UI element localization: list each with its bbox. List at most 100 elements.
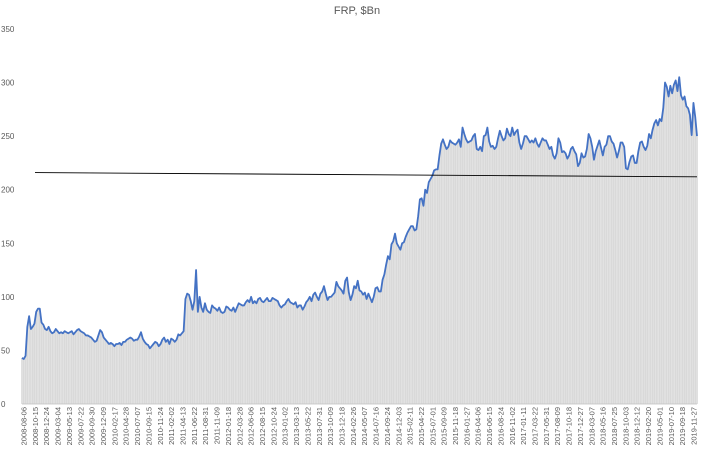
area-bar [534, 138, 537, 405]
area-bar [381, 279, 384, 404]
area-bar [369, 297, 371, 404]
area-bar [300, 305, 302, 404]
chart-title: FRP, $Bn [334, 5, 380, 17]
area-bar [248, 302, 251, 404]
area-bar [268, 301, 270, 404]
area-bar [232, 307, 235, 404]
area-bar [580, 153, 583, 404]
area-bar [587, 134, 590, 404]
area-bar [490, 146, 492, 405]
area-bar [90, 337, 93, 404]
y-axis: 0 50 100 150 200 250 300 350 [1, 25, 15, 409]
area-bar [513, 135, 515, 404]
area-bar [275, 300, 277, 404]
area-bar [364, 292, 366, 404]
area-bar [681, 99, 684, 405]
area-bar [56, 331, 59, 404]
area-bar [582, 157, 585, 404]
x-tick-label: 2018-10-03 [621, 407, 630, 445]
area-bar [28, 316, 30, 404]
area-bar [431, 175, 434, 404]
area-bar [600, 147, 602, 404]
area-bar [548, 149, 551, 404]
area-bar [326, 300, 329, 404]
area-bar [436, 169, 439, 404]
area-bar [54, 329, 57, 404]
area-bar [63, 331, 66, 404]
area-bar [230, 310, 233, 404]
area-bar [461, 127, 464, 404]
area-bar [147, 345, 149, 404]
area-bar [104, 339, 107, 404]
x-tick-label: 2011-06-22 [190, 407, 199, 445]
area-bar [575, 154, 578, 404]
area-bar [527, 139, 530, 405]
area-bar [413, 230, 416, 404]
area-bar [593, 159, 595, 404]
x-tick-label: 2008-08-06 [20, 407, 29, 445]
area-bar [129, 337, 132, 404]
area-bar [568, 155, 570, 404]
area-bar [554, 158, 556, 404]
x-tick-label: 2011-11-09 [213, 407, 222, 444]
area-bar [213, 307, 215, 404]
area-bar [626, 169, 629, 404]
x-tick-label: 2013-03-13 [292, 407, 301, 445]
series-line-layer [21, 76, 698, 360]
area-bar [223, 311, 226, 404]
area-bar [690, 135, 693, 404]
area-bar [60, 332, 62, 404]
area-bar [648, 134, 650, 404]
area-bar [69, 332, 71, 404]
area-bar [403, 242, 405, 404]
area-bar [349, 300, 352, 404]
x-tick-label: 2019-05-01 [655, 407, 664, 445]
y-tick-label: 100 [1, 293, 15, 302]
area-bar [694, 116, 697, 405]
area-bar [37, 308, 39, 404]
area-bar [385, 264, 387, 404]
area-bar [584, 156, 586, 404]
x-tick-label: 2012-01-18 [224, 407, 233, 445]
area-bar [570, 149, 572, 404]
area-bar [591, 146, 593, 405]
x-tick-label: 2014-02-26 [349, 407, 358, 445]
x-tick-label: 2009-12-09 [99, 407, 108, 445]
area-bar [241, 305, 244, 404]
area-bar [278, 305, 281, 404]
area-bar [463, 134, 466, 404]
area-bar [124, 341, 126, 404]
area-bar [133, 340, 135, 404]
area-bar [236, 307, 238, 404]
area-bar [523, 136, 526, 404]
area-bar [365, 299, 368, 404]
area-bar [46, 330, 48, 404]
area-bar [316, 296, 318, 404]
area-bar [447, 146, 450, 405]
area-bar [481, 151, 483, 404]
area-bar [532, 142, 535, 404]
x-tick-label: 2016-01-27 [462, 407, 471, 445]
area-bar [111, 344, 114, 404]
area-bar [246, 300, 249, 404]
x-tick-label: 2015-07-01 [428, 407, 437, 445]
area-bar [420, 198, 423, 404]
area-bar [168, 344, 171, 404]
x-tick-label: 2012-03-28 [235, 407, 244, 445]
area-bar [392, 241, 395, 404]
area-bar [67, 333, 69, 404]
area-bar [227, 307, 229, 404]
x-tick-label: 2013-01-02 [281, 407, 290, 445]
x-tick-label: 2011-02-02 [167, 407, 176, 445]
area-bar [596, 145, 599, 405]
area-bar [380, 291, 382, 404]
area-bar [625, 168, 627, 404]
area-bar [367, 293, 370, 404]
area-bar [458, 139, 460, 405]
x-tick-label: 2008-10-15 [31, 407, 40, 445]
area-bar [427, 182, 430, 404]
area-bar [696, 136, 698, 404]
area-bar [477, 150, 480, 404]
area-bar [195, 270, 197, 404]
area-bar [632, 155, 634, 404]
